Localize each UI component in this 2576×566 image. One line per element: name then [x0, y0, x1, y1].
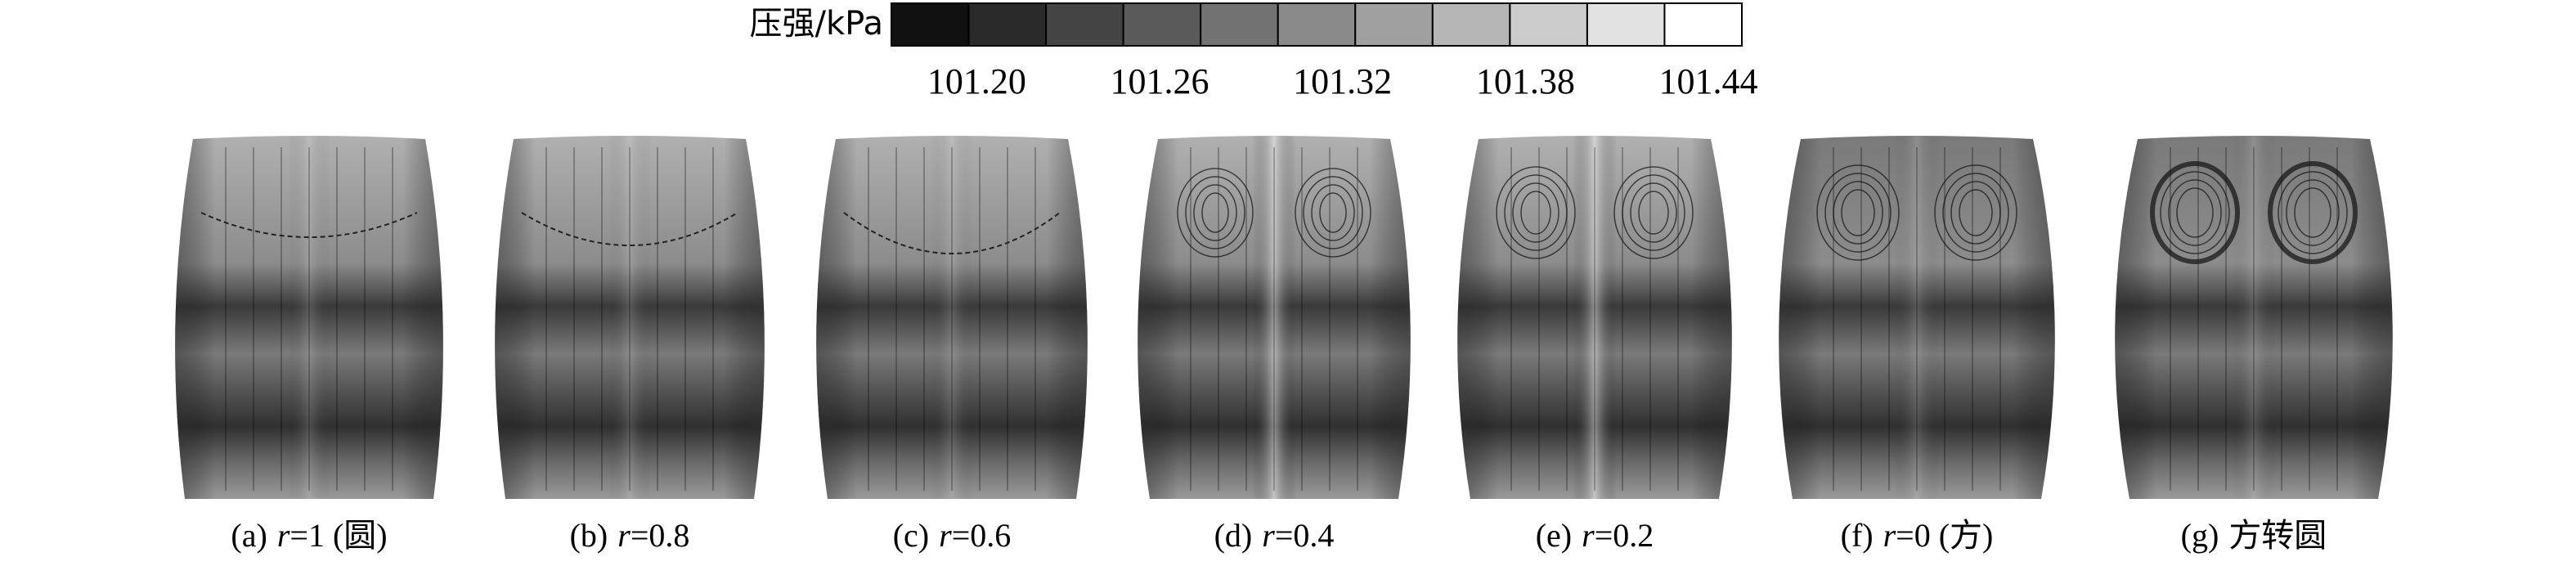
vortex: [1193, 184, 1237, 241]
flow-panel-shade: [816, 136, 1088, 499]
vortex: [1303, 176, 1363, 249]
vortex: [1950, 181, 2001, 245]
vortex: [1959, 189, 1993, 236]
colorbar-swatch: [1122, 2, 1202, 47]
colorbar-swatch: [1509, 2, 1588, 47]
flow-panel-shade: [175, 136, 443, 499]
caption-text: =0.4: [1275, 517, 1335, 554]
flow-panel-shade: [2115, 136, 2393, 499]
panel-caption: (e) r=0.2: [1536, 517, 1654, 554]
flow-panel-shade: [495, 136, 765, 499]
vortex: [1841, 189, 1875, 236]
colorbar-swatch: [1277, 2, 1357, 47]
panel-caption: (d) r=0.4: [1214, 517, 1335, 554]
flow-panel-shade: [1457, 136, 1732, 499]
colorbar-swatch: [1431, 2, 1511, 47]
vortex: [2286, 179, 2340, 246]
caption-text: =0 (方): [1896, 517, 1993, 554]
vortex: [1177, 168, 1254, 258]
vortex: [1504, 174, 1568, 251]
caption-tag: (e): [1536, 517, 1572, 554]
flow-panel-shade: [1779, 136, 2055, 499]
vortex: [2150, 161, 2240, 264]
colorbar-swatch: [1045, 2, 1124, 47]
colorbar-swatch: [967, 2, 1048, 47]
caption-tag: (d): [1214, 517, 1253, 554]
vortex: [1319, 192, 1347, 233]
colorbar-tick-label: 101.38: [1476, 61, 1575, 101]
streamline-arc: [521, 212, 738, 246]
vortex: [1638, 191, 1669, 235]
panel-caption: (a) r=1 (圆): [231, 517, 387, 554]
vortex: [2168, 179, 2222, 246]
caption-tag: (c): [893, 517, 929, 554]
vortex: [1185, 176, 1245, 249]
vortex: [1824, 173, 1892, 253]
vortex: [1613, 166, 1694, 259]
colorbar-swatch: [1586, 2, 1666, 47]
vortex: [2294, 187, 2331, 238]
panel-caption: (g) 方转圆: [2181, 517, 2327, 554]
vortex: [1630, 182, 1677, 243]
vortex: [1622, 174, 1685, 251]
caption-text: =1 (圆): [289, 517, 387, 554]
caption-symbol: r: [1262, 517, 1275, 554]
vortex: [1201, 192, 1229, 233]
caption-symbol: r: [1582, 517, 1595, 554]
vortex: [2268, 161, 2358, 264]
colorbar-tick-label: 101.44: [1658, 61, 1757, 101]
caption-symbol: r: [1883, 517, 1896, 554]
colorbar-tick-label: 101.32: [1293, 61, 1392, 101]
panel-caption: (b) r=0.8: [570, 517, 690, 554]
panel-caption: (f) r=0 (方): [1841, 517, 1994, 554]
vortex: [1833, 181, 1883, 245]
caption-tag: (f): [1841, 517, 1874, 554]
vortex: [1942, 173, 2009, 253]
caption-symbol: r: [939, 517, 952, 554]
colorbar-tick-label: 101.20: [927, 61, 1026, 101]
vortex: [1816, 164, 1900, 261]
vortex: [2160, 171, 2230, 254]
caption-tag: (a): [231, 517, 267, 554]
caption-text: =0.2: [1595, 517, 1654, 554]
vortex: [2176, 187, 2214, 238]
vortex: [1520, 191, 1551, 235]
caption-tag: (g): [2181, 517, 2219, 554]
vortex: [1295, 168, 1371, 258]
vortex: [2278, 171, 2348, 254]
vortex: [1512, 182, 1560, 243]
panel-caption: (c) r=0.6: [893, 517, 1012, 554]
vortex: [1496, 166, 1576, 259]
colorbar-swatch: [891, 2, 970, 47]
caption-symbol: r: [617, 517, 631, 554]
caption-text: 方转圆: [2228, 517, 2327, 554]
vortex: [1934, 164, 2017, 261]
colorbar-label: 压强/kPa: [750, 5, 883, 43]
streamline-arc: [843, 212, 1061, 254]
caption-text: =0.6: [952, 517, 1012, 554]
colorbar-swatch: [1663, 2, 1744, 47]
colorbar-swatch: [1200, 2, 1279, 47]
caption-tag: (b): [570, 517, 608, 554]
vortex: [1311, 184, 1355, 241]
caption-text: =0.8: [631, 517, 690, 554]
colorbar-swatch: [1354, 2, 1434, 47]
colorbar-tick-label: 101.26: [1111, 61, 1209, 101]
caption-symbol: r: [277, 517, 290, 554]
